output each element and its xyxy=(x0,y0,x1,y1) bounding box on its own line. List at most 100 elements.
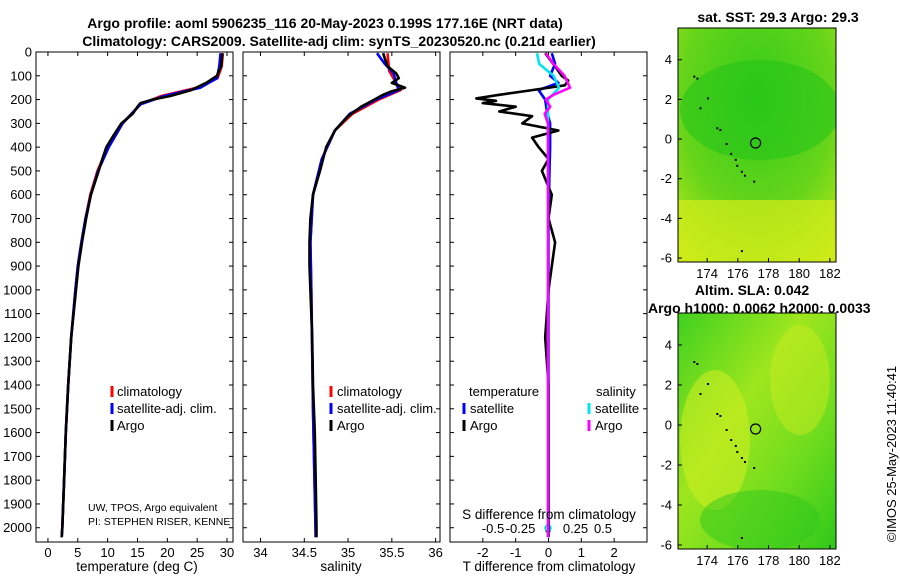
legend-label-s-argo: Argo xyxy=(595,418,622,433)
map-x-tick-label: 174 xyxy=(696,553,718,568)
sla-high-east xyxy=(770,325,830,435)
series-line-argo xyxy=(308,52,407,538)
depth-tick-label: 400 xyxy=(10,140,32,155)
x-tick-label: 35 xyxy=(341,545,355,560)
map-x-tick-label: 176 xyxy=(727,553,749,568)
island-dot xyxy=(696,77,699,80)
island-dot xyxy=(693,361,696,363)
map-x-tick-label: 176 xyxy=(727,266,749,281)
x-tick-label: 36 xyxy=(428,545,442,560)
temperature-series xyxy=(60,53,225,538)
temperature-x-ticks: 0 5 10 15 20 25 30 xyxy=(44,52,234,560)
depth-tick-label: 1200 xyxy=(3,330,32,345)
island-dot xyxy=(744,174,746,177)
map-y-tick-label: 2 xyxy=(665,92,672,107)
salinity-axes xyxy=(242,51,441,543)
depth-tick-label: 1600 xyxy=(3,425,32,440)
map-y-tick-label: 4 xyxy=(665,338,672,353)
depth-tick-label: 800 xyxy=(10,235,32,250)
map-y-tick-label: -6 xyxy=(660,251,672,266)
legend-label-s-satellite: satellite xyxy=(595,401,639,416)
map-y-tick-label: -4 xyxy=(660,211,672,226)
top-tick-label: -0.25 xyxy=(506,521,536,536)
series-line-s-argo xyxy=(543,52,572,538)
depth-tick-label: 100 xyxy=(10,68,32,83)
sst-map-ticks: 174 176 178 180 182 -6 -4 -2 0 2 4 xyxy=(660,52,840,281)
map-x-tick-label: 182 xyxy=(819,553,841,568)
island-dot xyxy=(744,461,746,463)
coastline-dots xyxy=(693,75,756,253)
map-y-tick-label: 0 xyxy=(665,132,672,147)
map-y-tick-label: 4 xyxy=(665,52,672,67)
depth-tick-label: 1800 xyxy=(3,473,32,488)
island-dot xyxy=(693,75,696,78)
salinity-x-ticks: 34 34.5 35 35.5 36 xyxy=(253,52,443,560)
imos-timestamp: ©IMOS 25-May-2023 11:40:41 xyxy=(884,366,899,542)
depth-tick-label: 1700 xyxy=(3,449,32,464)
island-dot xyxy=(707,383,710,385)
island-dot xyxy=(740,250,743,253)
difference-series xyxy=(474,52,572,538)
island-dot xyxy=(740,537,743,539)
legend-label-climatology: climatology xyxy=(117,384,183,399)
island-dot xyxy=(696,363,699,365)
x-tick-label: 25 xyxy=(190,545,204,560)
island-dot xyxy=(734,158,737,161)
sla-map-title: Altim. SLA: 0.042 xyxy=(695,282,810,298)
island-dot xyxy=(740,457,743,459)
legend-label-argo: Argo xyxy=(337,418,364,433)
island-dot xyxy=(730,439,733,441)
argo-location-marker xyxy=(749,423,762,435)
difference-legend: temperature salinity satellite Argo sate… xyxy=(462,384,639,433)
island-dot xyxy=(753,180,756,183)
depth-tick-label: 300 xyxy=(10,116,32,131)
legend-label-argo: Argo xyxy=(117,418,144,433)
depth-tick-label: 1100 xyxy=(4,306,32,321)
sla-low-south xyxy=(700,490,820,549)
x-tick-label: 15 xyxy=(130,545,144,560)
island-dot xyxy=(725,429,728,431)
float-note-line2: PI: STEPHEN RISER, KENNETH xyxy=(88,516,244,528)
map-y-tick-label: 0 xyxy=(665,418,672,433)
top-tick-label: 0.25 xyxy=(563,521,588,536)
legend-label-t-argo: Argo xyxy=(470,418,497,433)
sla-map-subtitle: Argo h1000: 0.0062 h2000: 0.0033 xyxy=(648,300,871,316)
legend-label-climatology: climatology xyxy=(337,384,403,399)
top-tick-label: -0.5 xyxy=(482,521,504,536)
map-y-tick-label: -6 xyxy=(660,538,672,553)
salinity-legend: climatology satellite-adj. clim. Argo xyxy=(329,384,437,433)
depth-tick-label: 500 xyxy=(10,163,32,178)
island-dot xyxy=(734,445,737,447)
map-x-tick-label: 178 xyxy=(758,266,780,281)
sla-map: 174 176 178 180 182 -6 -4 -2 0 2 4 xyxy=(660,312,841,568)
x-tick-label: 35.5 xyxy=(379,545,404,560)
sla-map-frame xyxy=(677,312,837,550)
island-dot xyxy=(707,97,710,100)
x-tick-label: 30 xyxy=(220,545,234,560)
x-tick-label: -2 xyxy=(477,545,489,560)
x-tick-label: 34 xyxy=(253,545,267,560)
island-dot xyxy=(753,467,756,469)
island-dot xyxy=(716,413,719,415)
map-y-tick-label: -4 xyxy=(660,498,672,513)
map-y-tick-label: 2 xyxy=(665,378,672,393)
map-x-tick-label: 180 xyxy=(788,266,810,281)
island-dot xyxy=(699,107,702,110)
figure-title-line1: Argo profile: aoml 5906235_116 20-May-20… xyxy=(87,15,562,31)
legend-label-satellite: satellite-adj. clim. xyxy=(337,401,437,416)
sst-warm-core xyxy=(680,60,836,160)
x-tick-label: -1 xyxy=(510,545,522,560)
sla-high-west xyxy=(680,370,750,510)
depth-tick-label: 1000 xyxy=(3,282,32,297)
sst-map-title: sat. SST: 29.3 Argo: 29.3 xyxy=(697,9,859,25)
depth-tick-label: 1900 xyxy=(3,496,32,511)
x-tick-label: 20 xyxy=(160,545,174,560)
top-tick-label: 0.5 xyxy=(594,521,612,536)
figure-title-line2: Climatology: CARS2009. Satellite-adj cli… xyxy=(82,33,596,49)
map-x-tick-label: 180 xyxy=(788,553,810,568)
x-tick-label: 0 xyxy=(44,545,51,560)
island-dot xyxy=(740,170,743,173)
map-y-tick-label: -2 xyxy=(660,458,672,473)
x-tick-label: 34.5 xyxy=(292,545,317,560)
